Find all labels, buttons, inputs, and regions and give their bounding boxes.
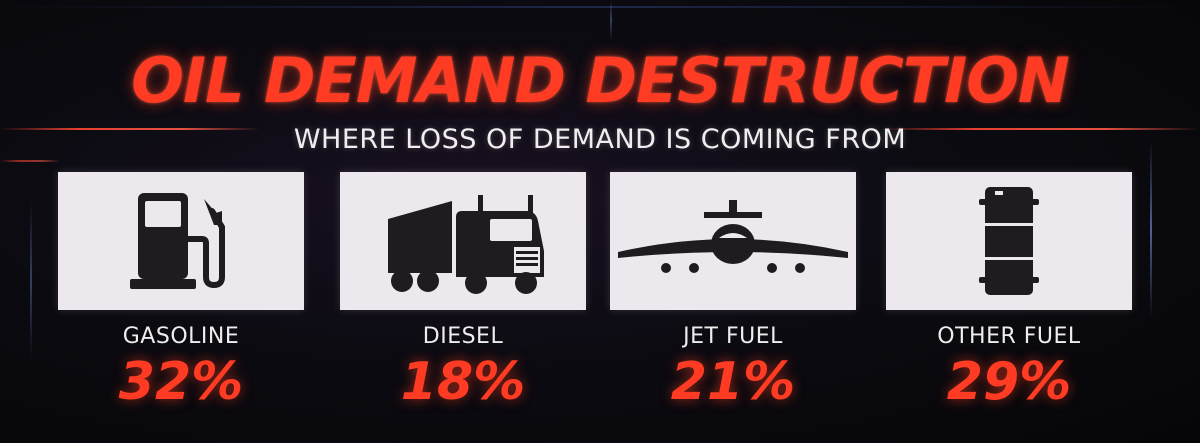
category-card-diesel: DIESEL 18% bbox=[340, 172, 586, 422]
category-value: 29% bbox=[946, 352, 1072, 412]
category-label: GASOLINE bbox=[122, 324, 240, 349]
light-streak bbox=[1150, 140, 1152, 320]
light-streak bbox=[610, 0, 612, 40]
light-streak bbox=[880, 128, 1200, 130]
category-label: DIESEL bbox=[422, 324, 504, 349]
category-card-jet-fuel: JET FUEL 21% bbox=[610, 172, 856, 422]
category-label: OTHER FUEL bbox=[937, 324, 1081, 349]
category-card-gasoline: GASOLINE 32% bbox=[58, 172, 304, 422]
category-value: 21% bbox=[670, 352, 796, 412]
category-cards: GASOLINE 32% DIESEL 18% bbox=[58, 172, 1148, 422]
light-streak bbox=[0, 128, 260, 130]
category-value: 18% bbox=[400, 352, 526, 412]
light-streak bbox=[30, 200, 32, 360]
oil-barrel-icon bbox=[979, 187, 1039, 295]
page-title: OIL DEMAND DESTRUCTION bbox=[131, 44, 1070, 117]
truck-icon bbox=[388, 195, 544, 294]
airplane-icon bbox=[618, 200, 848, 273]
light-streak bbox=[0, 6, 1200, 8]
subtitle: WHERE LOSS OF DEMAND IS COMING FROM bbox=[293, 124, 907, 155]
category-card-other-fuel: OTHER FUEL 29% bbox=[886, 172, 1132, 422]
category-label: JET FUEL bbox=[683, 324, 783, 349]
gas-pump-icon bbox=[130, 193, 225, 289]
icon-panel bbox=[886, 172, 1132, 310]
category-value: 32% bbox=[118, 352, 244, 412]
light-streak bbox=[0, 160, 60, 162]
icon-panel bbox=[58, 172, 304, 310]
icon-panel bbox=[340, 172, 586, 310]
icon-panel bbox=[610, 172, 856, 310]
